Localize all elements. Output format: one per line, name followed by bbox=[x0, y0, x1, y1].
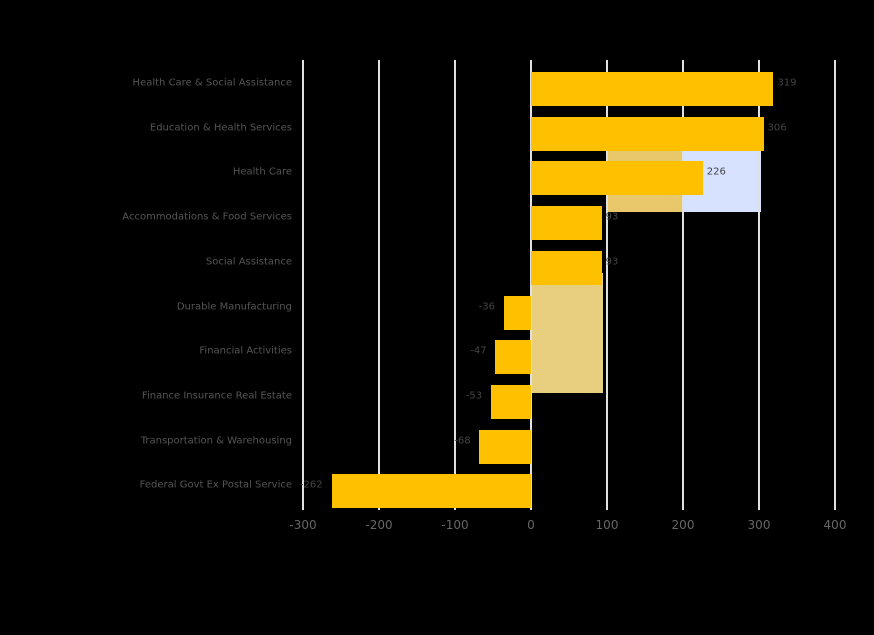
value-label: -47 bbox=[470, 345, 487, 357]
gridline bbox=[530, 60, 532, 510]
bar bbox=[531, 116, 764, 151]
value-label: 93 bbox=[605, 256, 619, 268]
x-tick-label: -100 bbox=[441, 518, 469, 532]
category-label: Durable Manufacturing bbox=[176, 301, 292, 312]
category-label: Education & Health Services bbox=[149, 122, 292, 134]
bar bbox=[531, 161, 703, 196]
bar bbox=[503, 295, 531, 330]
value-label: 306 bbox=[767, 122, 787, 134]
category-label: Finance Insurance Real Estate bbox=[141, 390, 292, 402]
x-tick-label: -200 bbox=[365, 518, 393, 532]
bar bbox=[479, 429, 531, 464]
category-label: Health Care & Social Assistance bbox=[132, 77, 292, 89]
category-label: Health Care bbox=[232, 166, 292, 178]
bar bbox=[531, 72, 774, 106]
x-tick-label: 300 bbox=[747, 518, 771, 532]
bar bbox=[495, 340, 531, 375]
value-label: 93 bbox=[605, 211, 619, 223]
background-band bbox=[531, 273, 603, 393]
gridline bbox=[682, 60, 684, 510]
gridline bbox=[302, 60, 304, 510]
value-label: -53 bbox=[465, 390, 483, 402]
gridline bbox=[834, 60, 836, 510]
bar bbox=[531, 206, 602, 241]
gridline bbox=[758, 60, 760, 510]
gridline bbox=[454, 60, 456, 510]
x-tick-label: 0 bbox=[527, 518, 535, 532]
category-label: Transportation & Warehousing bbox=[140, 435, 292, 447]
bar bbox=[490, 384, 531, 419]
bar bbox=[531, 250, 602, 285]
category-label: Federal Govt Ex Postal Service bbox=[139, 479, 292, 491]
gridline bbox=[378, 60, 380, 510]
x-tick-label: -300 bbox=[289, 518, 317, 532]
x-tick-label: 100 bbox=[595, 518, 619, 532]
x-tick-label: 400 bbox=[823, 518, 847, 532]
category-label: Accommodations & Food Services bbox=[122, 211, 292, 223]
category-label: Financial Activities bbox=[199, 345, 292, 357]
value-label: -36 bbox=[478, 301, 495, 312]
category-label: Social Assistance bbox=[205, 256, 292, 268]
x-tick-label: 200 bbox=[671, 518, 695, 532]
bar bbox=[331, 474, 531, 509]
gridline bbox=[606, 60, 608, 510]
value-label: 226 bbox=[706, 166, 726, 178]
value-label: -68 bbox=[454, 435, 471, 447]
value-label: -262 bbox=[299, 479, 323, 491]
value-label: 319 bbox=[777, 77, 797, 89]
